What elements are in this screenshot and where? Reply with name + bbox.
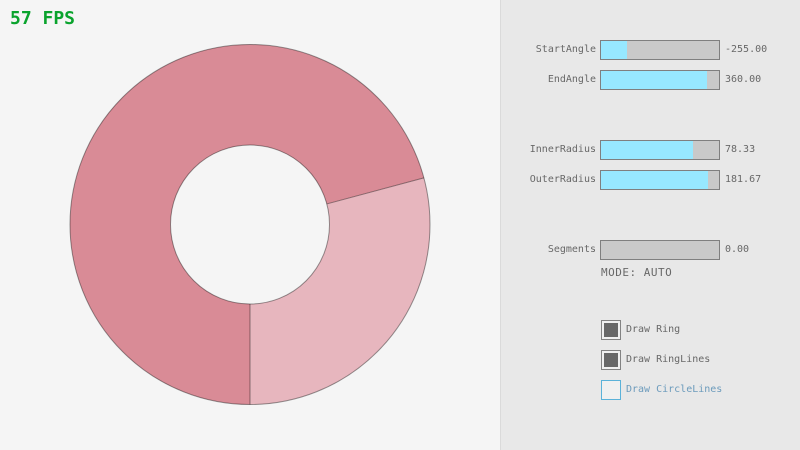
segments-value: 0.00 [725,244,750,255]
innerradius-slider-fill [601,141,694,159]
checkmark-icon [604,323,618,337]
checkmark-icon [604,353,618,367]
draw-ring-label: Draw Ring [626,324,681,335]
outerradius-label: OuterRadius [529,174,596,185]
draw-ring-checkbox[interactable] [601,320,621,340]
segments-slider[interactable] [600,240,720,260]
draw-circlelines-label: Draw CircleLines [626,384,723,395]
checkbox-row-draw-circlelines: Draw CircleLines [601,380,800,400]
draw-circlelines-checkbox[interactable] [601,380,621,400]
checkbox-row-draw-ring: Draw Ring [601,320,800,340]
innerradius-label: InnerRadius [529,144,596,155]
outerradius-slider-fill [601,171,709,189]
outerradius-slider[interactable] [600,170,720,190]
outerradius-value: 181.67 [725,174,762,185]
segments-mode-text: MODE: AUTO [601,266,673,279]
draw-ringlines-label: Draw RingLines [626,354,711,365]
slider-row-endangle: EndAngle 360.00 [501,70,800,90]
startangle-slider[interactable] [600,40,720,60]
settings-panel: StartAngle -255.00 EndAngle 360.00 Inner… [500,0,800,450]
startangle-slider-fill [601,41,627,59]
endangle-slider-fill [601,71,708,89]
endangle-value: 360.00 [725,74,762,85]
startangle-label: StartAngle [535,44,596,55]
slider-row-innerradius: InnerRadius 78.33 [501,140,800,160]
segments-label: Segments [547,244,596,255]
endangle-label: EndAngle [547,74,596,85]
draw-ringlines-checkbox[interactable] [601,350,621,370]
fps-counter: 57 FPS [10,8,76,29]
innerradius-value: 78.33 [725,144,756,155]
checkbox-row-draw-ringlines: Draw RingLines [601,350,800,370]
slider-row-startangle: StartAngle -255.00 [501,40,800,60]
innerradius-slider[interactable] [600,140,720,160]
slider-row-outerradius: OuterRadius 181.67 [501,170,800,190]
slider-row-segments: Segments 0.00 [501,240,800,260]
endangle-slider[interactable] [600,70,720,90]
startangle-value: -255.00 [725,44,768,55]
